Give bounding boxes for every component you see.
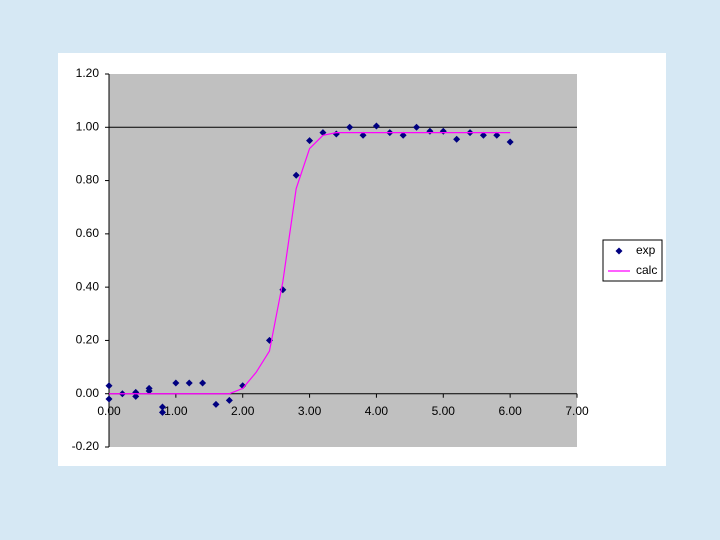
y-tick-label: 1.00 bbox=[76, 119, 100, 133]
exp-point bbox=[346, 123, 354, 131]
x-tick-label: 0.00 bbox=[97, 404, 121, 418]
y-tick-label: 0.40 bbox=[76, 279, 100, 293]
exp-point bbox=[199, 379, 207, 387]
exp-point bbox=[479, 131, 487, 139]
exp-point bbox=[212, 400, 220, 408]
x-tick-label: 1.00 bbox=[164, 404, 188, 418]
exp-point bbox=[239, 382, 247, 390]
legend-label: exp bbox=[636, 243, 656, 257]
y-tick-label: 0.20 bbox=[76, 333, 100, 347]
exp-point bbox=[132, 392, 140, 400]
calc-line bbox=[109, 132, 511, 395]
x-tick-label: 7.00 bbox=[565, 404, 589, 418]
exp-point bbox=[506, 138, 514, 146]
exp-point bbox=[292, 171, 300, 179]
y-tick-label: 0.00 bbox=[76, 386, 100, 400]
y-tick-label: 0.80 bbox=[76, 173, 100, 187]
exp-point bbox=[453, 135, 461, 143]
exp-point bbox=[399, 131, 407, 139]
y-tick-label: -0.20 bbox=[72, 439, 100, 453]
x-tick-label: 3.00 bbox=[298, 404, 322, 418]
exp-point bbox=[172, 379, 180, 387]
x-tick-label: 2.00 bbox=[231, 404, 255, 418]
exp-point bbox=[185, 379, 193, 387]
legend-label: calc bbox=[636, 263, 657, 277]
plot-area bbox=[109, 74, 577, 447]
x-tick-label: 4.00 bbox=[365, 404, 389, 418]
exp-point bbox=[225, 396, 233, 404]
legend-box bbox=[602, 239, 663, 282]
x-tick-label: 5.00 bbox=[432, 404, 456, 418]
exp-point bbox=[105, 382, 113, 390]
y-tick-label: 1.20 bbox=[76, 66, 100, 80]
legend-marker bbox=[615, 247, 623, 255]
x-tick-label: 6.00 bbox=[498, 404, 522, 418]
exp-point bbox=[145, 387, 153, 395]
exp-point bbox=[359, 131, 367, 139]
exp-point bbox=[413, 123, 421, 131]
y-tick-label: 0.60 bbox=[76, 226, 100, 240]
exp-point bbox=[105, 395, 113, 403]
exp-point bbox=[158, 408, 166, 416]
exp-point bbox=[372, 122, 380, 130]
exp-point bbox=[493, 131, 501, 139]
exp-point bbox=[306, 137, 314, 145]
exp-point bbox=[158, 403, 166, 411]
